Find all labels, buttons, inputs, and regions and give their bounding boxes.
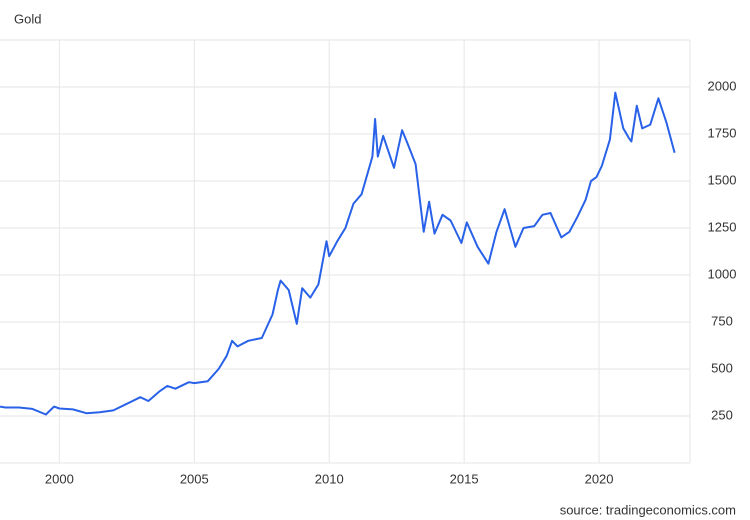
y-tick-label: 1750: [708, 125, 737, 140]
x-tick-label: 2010: [315, 471, 344, 486]
y-tick-label: 750: [711, 313, 733, 328]
x-tick-label: 2015: [450, 471, 479, 486]
y-tick-label: 2000: [708, 78, 737, 93]
y-tick-label: 1000: [708, 266, 737, 281]
chart-title: Gold: [14, 11, 41, 26]
y-tick-label: 250: [711, 407, 733, 422]
x-tick-label: 2000: [45, 471, 74, 486]
y-tick-label: 1500: [708, 172, 737, 187]
price-line: [0, 91, 676, 416]
x-tick-label: 2020: [585, 471, 614, 486]
x-tick-label: 2005: [180, 471, 209, 486]
y-tick-label: 500: [711, 360, 733, 375]
source: source: tradingeconomics.com: [560, 502, 736, 517]
y-tick-label: 1250: [708, 219, 737, 234]
